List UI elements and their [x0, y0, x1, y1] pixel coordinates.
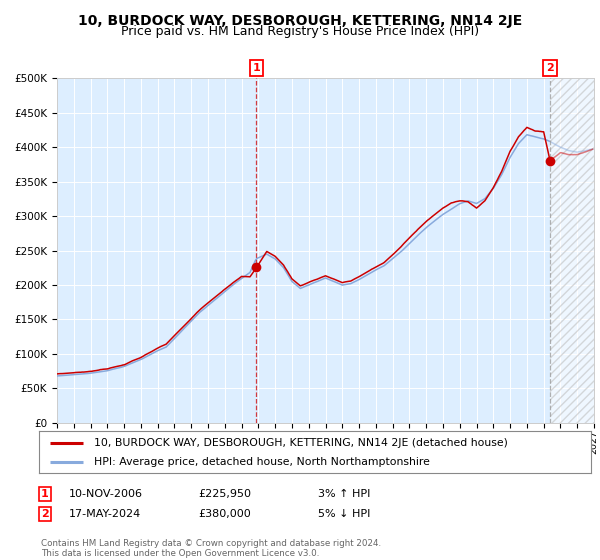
Text: 3% ↑ HPI: 3% ↑ HPI: [318, 489, 370, 499]
Text: 2: 2: [41, 509, 49, 519]
Text: 10, BURDOCK WAY, DESBOROUGH, KETTERING, NN14 2JE (detached house): 10, BURDOCK WAY, DESBOROUGH, KETTERING, …: [94, 437, 508, 447]
Text: 10, BURDOCK WAY, DESBOROUGH, KETTERING, NN14 2JE: 10, BURDOCK WAY, DESBOROUGH, KETTERING, …: [78, 14, 522, 28]
Bar: [550, 78, 594, 423]
Text: 1: 1: [253, 63, 260, 73]
Text: £380,000: £380,000: [198, 509, 251, 519]
Text: 2: 2: [546, 63, 554, 73]
Text: £225,950: £225,950: [198, 489, 251, 499]
Text: 10-NOV-2006: 10-NOV-2006: [69, 489, 143, 499]
Text: Contains HM Land Registry data © Crown copyright and database right 2024.
This d: Contains HM Land Registry data © Crown c…: [41, 539, 381, 558]
Text: 17-MAY-2024: 17-MAY-2024: [69, 509, 141, 519]
Text: HPI: Average price, detached house, North Northamptonshire: HPI: Average price, detached house, Nort…: [94, 457, 430, 467]
Text: 5% ↓ HPI: 5% ↓ HPI: [318, 509, 370, 519]
Text: Price paid vs. HM Land Registry's House Price Index (HPI): Price paid vs. HM Land Registry's House …: [121, 25, 479, 38]
Text: 1: 1: [41, 489, 49, 499]
